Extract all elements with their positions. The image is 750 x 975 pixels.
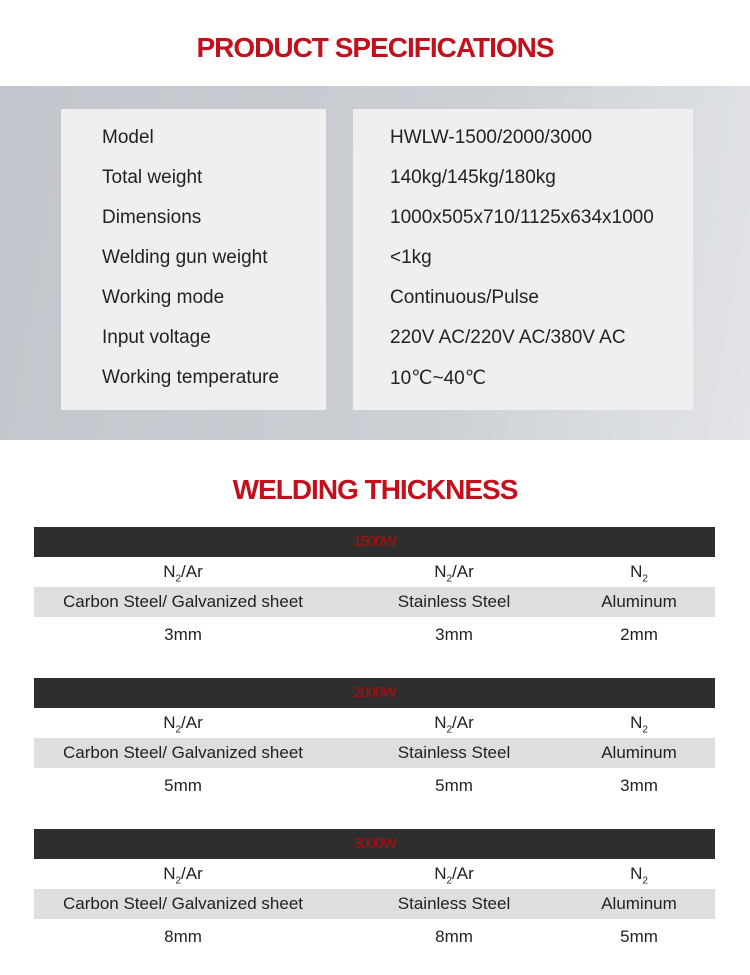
spec-value: 1000x505x710/1125x634x1000 bbox=[390, 207, 654, 228]
thickness-cell: 3mm bbox=[164, 625, 202, 644]
spec-label: Input voltage bbox=[102, 327, 211, 348]
spec-value: Continuous/Pulse bbox=[390, 287, 539, 308]
spec-label: Working temperature bbox=[102, 367, 280, 388]
thickness-table-1500W: 1500W N2/Ar N2/Ar N2 Carbon Steel/ Galvani… bbox=[34, 527, 715, 650]
material-cell: Carbon Steel/ Galvanized sheet bbox=[62, 592, 304, 611]
gas-cell: N2/Ar bbox=[163, 864, 203, 887]
spec-label: Welding gun weight bbox=[102, 247, 268, 268]
spec-value: 10℃~40℃ bbox=[390, 368, 487, 389]
spec-value: 220V AC/220V AC/380V AC bbox=[390, 327, 626, 348]
material-cell: Stainless Steel bbox=[397, 894, 511, 913]
gas-cell: N2/Ar bbox=[434, 864, 474, 887]
spec-label: Total weight bbox=[102, 167, 203, 188]
thickness-cell: 5mm bbox=[435, 776, 473, 795]
gas-cell: N2/Ar bbox=[434, 713, 474, 736]
thickness-cell: 8mm bbox=[435, 927, 473, 946]
thickness-cell: 5mm bbox=[164, 776, 202, 795]
power-header: 2000W bbox=[34, 678, 715, 708]
spec-label: Working mode bbox=[102, 287, 225, 308]
power-header: 1500W bbox=[34, 527, 715, 557]
gas-row: N2/Ar N2/Ar N2 bbox=[34, 859, 715, 889]
thickness-cell: 5mm bbox=[620, 927, 658, 946]
gas-cell: N2 bbox=[630, 562, 648, 585]
thickness-cell: 3mm bbox=[620, 776, 658, 795]
spec-labels-panel bbox=[61, 109, 326, 410]
material-row: Carbon Steel/ Galvanized sheet Stainless … bbox=[34, 587, 715, 617]
thickness-cell: 3mm bbox=[435, 625, 473, 644]
thickness-cell: 2mm bbox=[620, 625, 658, 644]
gas-cell: N2/Ar bbox=[434, 562, 474, 585]
spec-value: <1kg bbox=[390, 247, 432, 268]
material-cell: Aluminum bbox=[601, 743, 677, 762]
thickness-row: 3mm 3mm 2mm bbox=[34, 617, 715, 650]
material-cell: Carbon Steel/ Galvanized sheet bbox=[62, 743, 304, 762]
thickness-cell: 8mm bbox=[164, 927, 202, 946]
material-cell: Carbon Steel/ Galvanized sheet bbox=[62, 894, 304, 913]
material-row: Carbon Steel/ Galvanized sheet Stainless … bbox=[34, 738, 715, 768]
gas-row: N2/Ar N2/Ar N2 bbox=[34, 708, 715, 738]
thickness-row: 5mm 5mm 3mm bbox=[34, 768, 715, 801]
material-cell: Stainless Steel bbox=[397, 592, 511, 611]
spec-label: Model bbox=[102, 127, 154, 148]
thickness-title: WELDING THICKNESS bbox=[232, 474, 519, 505]
thickness-table-3000W: 3000W N2/Ar N2/Ar N2 Carbon Steel/ Galvani… bbox=[34, 829, 715, 952]
material-cell: Stainless Steel bbox=[397, 743, 511, 762]
thickness-table-2000W: 2000W N2/Ar N2/Ar N2 Carbon Steel/ Galvani… bbox=[34, 678, 715, 801]
material-cell: Aluminum bbox=[601, 592, 677, 611]
gas-cell: N2/Ar bbox=[163, 562, 203, 585]
spec-title: PRODUCT SPECIFICATIONS bbox=[196, 32, 554, 63]
power-header: 3000W bbox=[34, 829, 715, 859]
gas-cell: N2 bbox=[630, 713, 648, 736]
gas-cell: N2 bbox=[630, 864, 648, 887]
gas-row: N2/Ar N2/Ar N2 bbox=[34, 557, 715, 587]
spec-value: 140kg/145kg/180kg bbox=[390, 167, 556, 188]
spec-value: HWLW-1500/2000/3000 bbox=[390, 127, 593, 148]
spec-label: Dimensions bbox=[102, 207, 202, 228]
spec-values-panel bbox=[353, 109, 693, 410]
thickness-row: 8mm 8mm 5mm bbox=[34, 919, 715, 952]
gas-cell: N2/Ar bbox=[163, 713, 203, 736]
material-cell: Aluminum bbox=[601, 894, 677, 913]
material-row: Carbon Steel/ Galvanized sheet Stainless … bbox=[34, 889, 715, 919]
